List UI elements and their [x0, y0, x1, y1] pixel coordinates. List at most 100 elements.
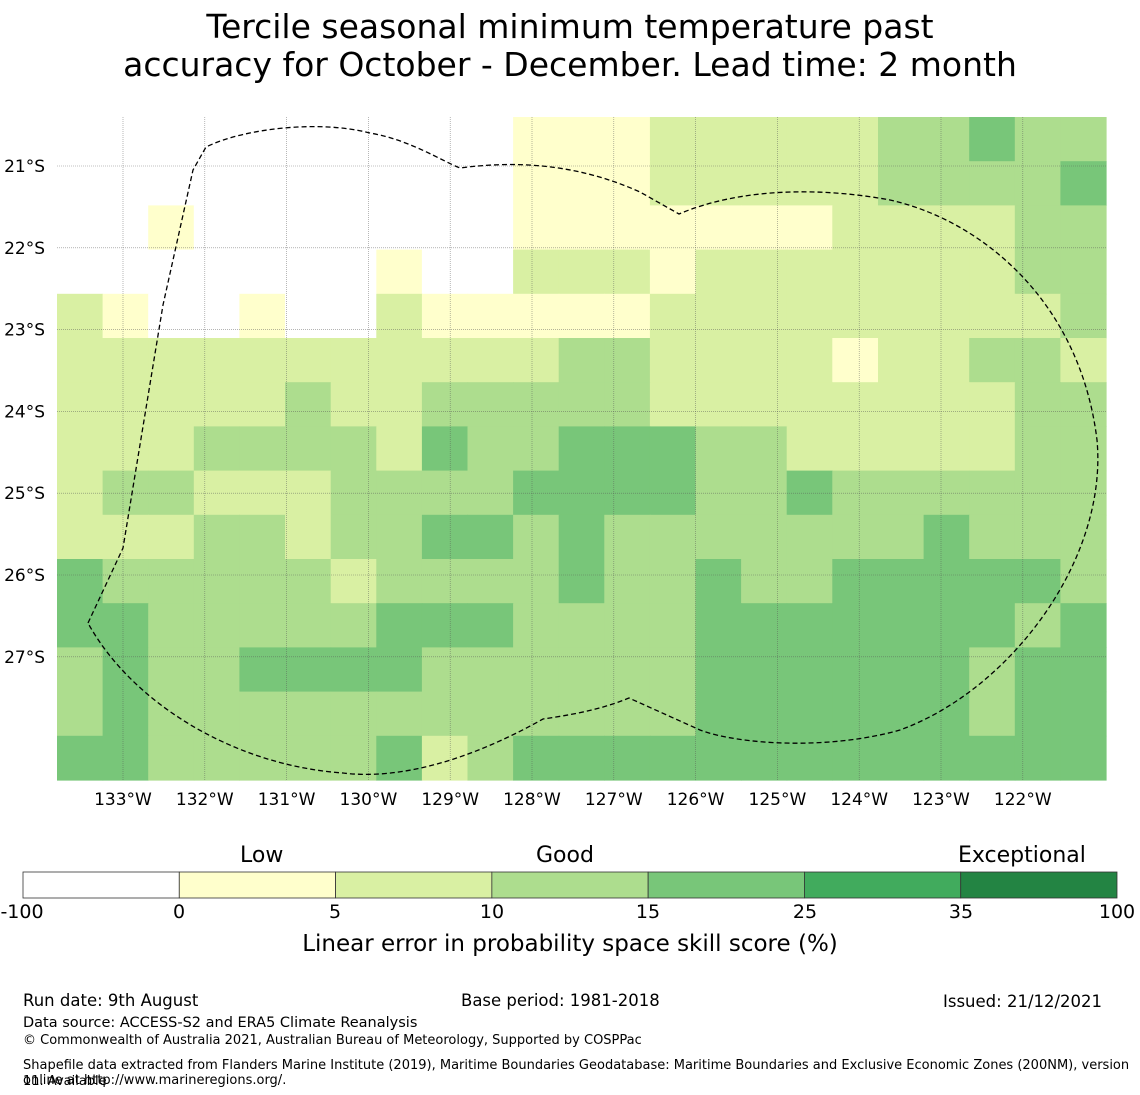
skill-cell [969, 338, 1016, 383]
skill-cell [148, 117, 195, 162]
skill-cell [421, 603, 469, 648]
skill-cell [285, 161, 332, 206]
longitude-label: 124°W [830, 790, 888, 810]
skill-cell [330, 338, 377, 383]
latitude-label: 25°S [4, 484, 45, 504]
skill-cell [1060, 647, 1107, 693]
skill-cell [786, 293, 833, 339]
skill-cell [376, 559, 423, 604]
skill-cell [741, 691, 788, 737]
skill-cell [421, 559, 469, 604]
skill-cell [239, 117, 286, 162]
skill-cell [695, 426, 742, 472]
skill-cell [102, 249, 149, 295]
skill-cell [832, 205, 879, 251]
skill-cell [57, 426, 104, 472]
skill-cell [1060, 603, 1107, 648]
skill-cell [1014, 691, 1061, 737]
skill-cell [1014, 205, 1061, 251]
skill-cell [923, 249, 970, 295]
skill-cell [878, 514, 925, 560]
skill-cell [376, 249, 423, 295]
skill-cell [193, 161, 240, 206]
skill-cell [649, 117, 697, 162]
skill-cell [148, 293, 195, 339]
skill-cell [376, 338, 423, 383]
skill-cell [102, 117, 149, 162]
skill-cell [832, 293, 879, 339]
skill-cell [878, 426, 925, 472]
skill-cell [102, 426, 149, 472]
skill-cell [604, 117, 651, 162]
shapefile-credit-line2: online at http://www.marineregions.org/. [23, 1073, 287, 1088]
skill-cell [376, 647, 423, 693]
skill-cell [148, 735, 195, 781]
skill-cell [376, 691, 423, 737]
colorbar-tick: 15 [635, 901, 661, 923]
skill-cell [285, 559, 332, 604]
skill-cell [330, 382, 377, 427]
skill-cell [513, 647, 560, 693]
skill-cell [285, 205, 332, 251]
skill-cell [604, 426, 651, 472]
skill-cell [786, 426, 833, 472]
skill-cell [1060, 293, 1107, 339]
skill-cell [513, 117, 560, 162]
skill-cell [102, 382, 149, 427]
skill-cell [741, 338, 788, 383]
skill-cell [102, 338, 149, 383]
skill-cell [376, 514, 423, 560]
skill-cell [604, 338, 651, 383]
skill-cell [786, 205, 833, 251]
skill-cell [649, 735, 697, 781]
skill-cell [1014, 647, 1061, 693]
skill-cell [695, 338, 742, 383]
skill-cell [969, 161, 1016, 206]
longitude-label: 126°W [667, 790, 725, 810]
skill-cell [695, 161, 742, 206]
skill-cell [148, 161, 195, 206]
skill-cell [193, 691, 240, 737]
skill-cell [649, 559, 697, 604]
skill-cell [695, 559, 742, 604]
skill-cell [421, 161, 469, 206]
skill-cell [741, 293, 788, 339]
skill-cell [741, 161, 788, 206]
skill-cell [330, 426, 377, 472]
skill-cell [239, 603, 286, 648]
colorbar-segment [491, 871, 649, 899]
skill-cell [239, 293, 286, 339]
skill-cell [193, 117, 240, 162]
colorbar-segment [647, 871, 805, 899]
eez-boundary-line [87, 126, 1099, 776]
skill-cell [376, 293, 423, 339]
latitude-label: 23°S [4, 321, 45, 341]
skill-cell [741, 426, 788, 472]
skill-cell [57, 603, 104, 648]
skill-cell [285, 426, 332, 472]
longitude-label: 122°W [994, 790, 1052, 810]
skill-cell [513, 293, 560, 339]
skill-cell [285, 691, 332, 737]
skill-cell [513, 691, 560, 737]
skill-cell [239, 735, 286, 781]
skill-cell [148, 338, 195, 383]
skill-cell [649, 249, 697, 295]
skill-cell [285, 338, 332, 383]
skill-cell [57, 161, 104, 206]
skill-cell [148, 382, 195, 427]
colorbar-tick: 100 [1098, 901, 1136, 923]
skill-cell [558, 514, 605, 560]
skill-cell [923, 117, 970, 162]
skill-cell [741, 205, 788, 251]
skill-cell [148, 249, 195, 295]
skill-cell [467, 293, 514, 339]
colorbar-tick: 0 [172, 901, 186, 923]
skill-cell [239, 559, 286, 604]
longitude-label: 130°W [340, 790, 398, 810]
skill-cell [467, 603, 514, 648]
skill-cell [1014, 735, 1061, 781]
skill-cell [239, 205, 286, 251]
skill-cell [57, 559, 104, 604]
